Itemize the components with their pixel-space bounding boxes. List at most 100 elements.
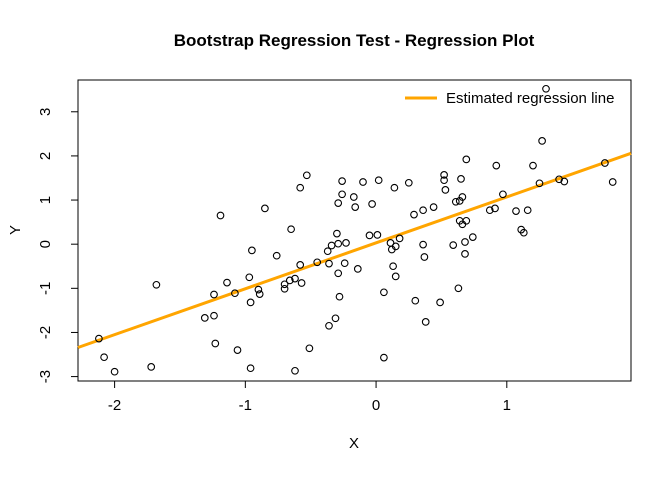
- data-point: [287, 225, 295, 234]
- data-point: [560, 177, 569, 186]
- data-point: [353, 265, 362, 273]
- x-tick-label: -2: [108, 397, 121, 414]
- y-axis-label: Y: [7, 225, 24, 235]
- data-point: [210, 311, 218, 320]
- data-point: [200, 314, 209, 322]
- data-point: [110, 367, 119, 376]
- data-point: [461, 250, 469, 258]
- data-point: [211, 339, 220, 348]
- data-point: [334, 239, 343, 248]
- data-point: [365, 231, 374, 240]
- data-point: [333, 229, 341, 238]
- data-point: [210, 290, 218, 299]
- data-point: [538, 137, 546, 145]
- data-point: [280, 280, 289, 289]
- data-point: [499, 190, 507, 199]
- data-point: [100, 353, 108, 362]
- data-point: [461, 238, 469, 246]
- data-point: [323, 247, 332, 256]
- data-point: [411, 296, 420, 305]
- y-tick-label: 3: [37, 108, 54, 116]
- y-tick-label: -3: [37, 370, 54, 383]
- data-point: [455, 197, 464, 205]
- legend: Estimated regression line: [405, 90, 614, 107]
- x-tick-label: 1: [503, 397, 511, 414]
- data-point: [368, 200, 376, 208]
- data-point: [454, 284, 463, 293]
- data-point: [380, 288, 388, 297]
- data-point: [261, 204, 269, 213]
- y-tick-label: 1: [37, 196, 54, 204]
- plot-box: [77, 79, 632, 382]
- data-point: [338, 177, 346, 185]
- data-point: [255, 290, 264, 298]
- data-point: [457, 175, 465, 183]
- data-point: [291, 274, 299, 283]
- data-point: [95, 334, 103, 343]
- data-point: [272, 251, 281, 260]
- data-point: [512, 207, 520, 215]
- y-tick-label: 0: [37, 240, 54, 248]
- data-point: [555, 175, 563, 184]
- data-point: [529, 161, 537, 170]
- data-point: [325, 259, 333, 268]
- data-point: [338, 190, 346, 199]
- data-point: [223, 278, 231, 287]
- data-point: [359, 178, 367, 186]
- data-point: [297, 279, 306, 287]
- x-axis-ticks: -2 -1 0 1: [108, 381, 511, 414]
- data-point: [404, 178, 413, 187]
- data-point: [421, 318, 430, 326]
- data-point: [410, 210, 418, 219]
- scatter-points: [95, 84, 617, 376]
- data-point: [468, 233, 477, 241]
- data-point: [152, 280, 161, 289]
- data-point: [325, 321, 333, 330]
- data-point: [387, 245, 396, 254]
- data-point: [601, 159, 609, 167]
- data-point: [280, 284, 289, 293]
- data-point: [389, 262, 397, 271]
- x-axis-label: X: [349, 435, 359, 452]
- data-point: [485, 206, 494, 215]
- y-tick-label: -1: [37, 282, 54, 295]
- data-point: [391, 272, 400, 281]
- data-point: [246, 298, 255, 307]
- data-point: [419, 206, 427, 215]
- data-point: [248, 246, 256, 255]
- regression-line: [77, 151, 632, 349]
- data-point: [523, 206, 532, 215]
- data-point: [390, 183, 399, 192]
- data-point: [351, 203, 360, 211]
- plot-border: [77, 79, 632, 382]
- data-point: [373, 231, 382, 239]
- data-point: [335, 292, 344, 301]
- data-point: [374, 176, 383, 185]
- data-point: [349, 193, 358, 201]
- data-point: [342, 239, 350, 247]
- data-point: [491, 204, 499, 213]
- data-point: [380, 353, 388, 362]
- data-point: [436, 298, 444, 307]
- data-point: [305, 344, 314, 353]
- data-point: [302, 171, 311, 180]
- data-point: [340, 259, 349, 268]
- data-point: [519, 228, 528, 237]
- data-point: [334, 199, 343, 207]
- data-point: [147, 363, 156, 371]
- data-point: [420, 253, 429, 261]
- x-tick-label: -1: [239, 397, 252, 414]
- data-point: [231, 289, 239, 298]
- y-axis-ticks: -3 -2 -1 0 1 2 3: [37, 108, 78, 383]
- data-point: [395, 234, 404, 243]
- data-point: [254, 285, 263, 294]
- data-point: [419, 240, 427, 249]
- data-point: [542, 84, 550, 93]
- data-point: [285, 276, 294, 285]
- x-tick-label: 0: [372, 397, 380, 414]
- y-tick-label: -2: [37, 326, 54, 339]
- estimated-regression-line: [77, 151, 632, 349]
- data-point: [458, 220, 467, 229]
